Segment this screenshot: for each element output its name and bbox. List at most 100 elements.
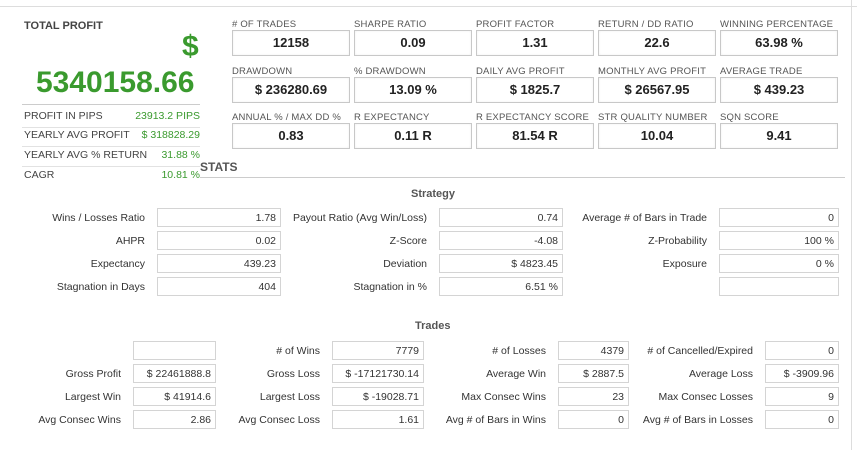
cagr-value: 10.81 % xyxy=(161,169,200,181)
stats-divider xyxy=(200,177,845,178)
metric-value: 0.09 xyxy=(354,30,472,56)
trades-value: 1.61 xyxy=(332,410,424,429)
trades-value: $ 22461888.8 xyxy=(133,364,216,383)
metric-label: DRAWDOWN xyxy=(232,66,293,77)
metric-value: 0.11 R xyxy=(354,123,472,149)
profit-in-pips-row: PROFIT IN PIPS 23913.2 PIPS xyxy=(22,110,200,128)
profit-in-pips-value: 23913.2 PIPS xyxy=(135,110,200,122)
strategy-label: Z-Score xyxy=(389,235,427,247)
strategy-section-title: Strategy xyxy=(411,188,456,200)
trades-value: 0 xyxy=(765,410,839,429)
profit-in-pips-label: PROFIT IN PIPS xyxy=(24,110,103,122)
strategy-value: 439.23 xyxy=(157,254,281,273)
metric-profit-factor: PROFIT FACTOR 1.31 xyxy=(476,19,594,63)
yearly-avg-profit-label: YEARLY AVG PROFIT xyxy=(24,129,130,141)
trades-label: Gross Profit xyxy=(65,368,121,380)
trades-label: # of Losses xyxy=(492,345,546,357)
trades-label: Gross Loss xyxy=(266,368,320,380)
metric-value: 81.54 R xyxy=(476,123,594,149)
metric-value: 0.83 xyxy=(232,123,350,149)
metric-value: $ 439.23 xyxy=(720,77,838,103)
strategy-label: Average # of Bars in Trade xyxy=(582,212,707,224)
metric-value: 63.98 % xyxy=(720,30,838,56)
strategy-label: Stagnation in % xyxy=(353,281,427,293)
metric-label: AVERAGE TRADE xyxy=(720,66,803,77)
trades-value: 0 xyxy=(765,341,839,360)
trades-value: 2.86 xyxy=(133,410,216,429)
metric-label: STR QUALITY NUMBER xyxy=(598,112,708,123)
strategy-value: 6.51 % xyxy=(439,277,563,296)
strategy-label: AHPR xyxy=(115,235,145,247)
trades-value: $ -17121730.14 xyxy=(332,364,424,383)
metric-value: 9.41 xyxy=(720,123,838,149)
metric-average-trade: AVERAGE TRADE $ 439.23 xyxy=(720,66,838,110)
metric-monthly-avg-profit: MONTHLY AVG PROFIT $ 26567.95 xyxy=(598,66,716,110)
metric-label: WINNING PERCENTAGE xyxy=(720,19,834,30)
right-border xyxy=(851,0,852,450)
trades-label: Avg # of Bars in Losses xyxy=(642,414,753,426)
metric-label: RETURN / DD RATIO xyxy=(598,19,694,30)
trades-value: $ 2887.5 xyxy=(558,364,629,383)
strategy-label: Deviation xyxy=(383,258,427,270)
trades-value: $ 41914.6 xyxy=(133,387,216,406)
metric-value: $ 26567.95 xyxy=(598,77,716,103)
strategy-value: 404 xyxy=(157,277,281,296)
strategy-value: 0.02 xyxy=(157,231,281,250)
trades-value xyxy=(133,341,216,360)
cagr-row: CAGR 10.81 % xyxy=(24,169,200,187)
yearly-avg-profit-row: YEARLY AVG PROFIT $ 318828.29 xyxy=(22,129,200,147)
metric-percent-drawdown: % DRAWDOWN 13.09 % xyxy=(354,66,472,110)
strategy-label: Z-Probability xyxy=(648,235,707,247)
trades-value: 0 xyxy=(558,410,629,429)
trades-label: Average Loss xyxy=(688,368,753,380)
metric-sharpe-ratio: SHARPE RATIO 0.09 xyxy=(354,19,472,63)
trades-value: 9 xyxy=(765,387,839,406)
metric-sqn-score: SQN SCORE 9.41 xyxy=(720,112,838,156)
strategy-label: Stagnation in Days xyxy=(56,281,145,293)
total-profit-divider xyxy=(22,104,200,105)
trades-label: Avg Consec Loss xyxy=(238,414,320,426)
trades-value: 7779 xyxy=(332,341,424,360)
metric-winning-percentage: WINNING PERCENTAGE 63.98 % xyxy=(720,19,838,63)
metric-r-expectancy: R EXPECTANCY 0.11 R xyxy=(354,112,472,156)
metric-str-quality-number: STR QUALITY NUMBER 10.04 xyxy=(598,112,716,156)
trades-label: # of Wins xyxy=(276,345,320,357)
strategy-value xyxy=(719,277,839,296)
strategy-value: $ 4823.45 xyxy=(439,254,563,273)
metric-label: % DRAWDOWN xyxy=(354,66,426,77)
trades-label: Avg Consec Wins xyxy=(38,414,121,426)
trades-label: # of Cancelled/Expired xyxy=(647,345,753,357)
trades-value: $ -3909.96 xyxy=(765,364,839,383)
strategy-label: Expectancy xyxy=(90,258,145,270)
stats-title: STATS xyxy=(200,160,238,174)
metric-value: $ 1825.7 xyxy=(476,77,594,103)
metric-label: # OF TRADES xyxy=(232,19,297,30)
strategy-value: 100 % xyxy=(719,231,839,250)
metric-label: ANNUAL % / MAX DD % xyxy=(232,112,342,123)
metric-label: MONTHLY AVG PROFIT xyxy=(598,66,707,77)
trades-label: Max Consec Wins xyxy=(461,391,546,403)
total-profit-currency: $ xyxy=(182,30,199,63)
strategy-value: -4.08 xyxy=(439,231,563,250)
cagr-label: CAGR xyxy=(24,169,55,181)
yearly-avg-return-value: 31.88 % xyxy=(161,149,200,161)
trades-value: 4379 xyxy=(558,341,629,360)
yearly-avg-return-label: YEARLY AVG % RETURN xyxy=(24,149,148,161)
metric-value: 10.04 xyxy=(598,123,716,149)
metric-trades: # OF TRADES 12158 xyxy=(232,19,350,63)
top-border xyxy=(0,0,857,7)
metric-r-expectancy-score: R EXPECTANCY SCORE 81.54 R xyxy=(476,112,594,156)
trades-section-title: Trades xyxy=(415,320,451,332)
metric-value: 22.6 xyxy=(598,30,716,56)
metric-value: 12158 xyxy=(232,30,350,56)
metric-label: DAILY AVG PROFIT xyxy=(476,66,565,77)
metric-daily-avg-profit: DAILY AVG PROFIT $ 1825.7 xyxy=(476,66,594,110)
yearly-avg-return-row: YEARLY AVG % RETURN 31.88 % xyxy=(22,149,200,167)
strategy-label: Exposure xyxy=(662,258,707,270)
metric-label: PROFIT FACTOR xyxy=(476,19,555,30)
strategy-label: Wins / Losses Ratio xyxy=(52,212,145,224)
metric-label: R EXPECTANCY xyxy=(354,112,430,123)
trades-label: Largest Loss xyxy=(259,391,320,403)
metric-label: R EXPECTANCY SCORE xyxy=(476,112,590,123)
metric-return-dd-ratio: RETURN / DD RATIO 22.6 xyxy=(598,19,716,63)
